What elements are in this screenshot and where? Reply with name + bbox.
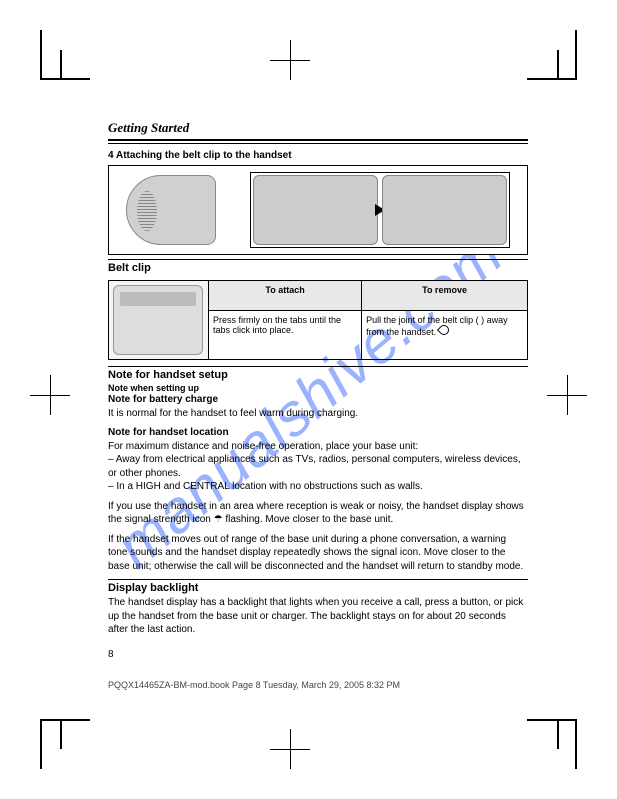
page-content: Getting Started 4 Attaching the belt cli… xyxy=(108,120,528,690)
hook-icon xyxy=(437,323,451,337)
detail-right-icon xyxy=(382,175,507,245)
keypad-icon xyxy=(113,285,203,355)
keypad-cell xyxy=(109,281,209,360)
beltclip-subhead: Belt clip xyxy=(108,262,528,274)
col-attach-header: To attach xyxy=(209,281,362,311)
col-remove-header: To remove xyxy=(362,281,528,311)
bullet-0: Away from electrical appliances such as … xyxy=(108,454,521,479)
note-body-charge: It is normal for the handset to feel war… xyxy=(108,408,358,419)
note-label: Note when setting up xyxy=(108,383,528,393)
remove-text: Pull the joint of the belt clip ( ) away… xyxy=(366,315,508,337)
bullet-1: In a HIGH and CENTRAL location with no o… xyxy=(116,481,422,492)
antenna-icon: ☂ xyxy=(214,514,223,525)
detail-frame xyxy=(250,172,510,248)
range-tail: flashing. Move closer to the base unit. xyxy=(225,514,393,525)
backlight-body: The handset display has a backlight that… xyxy=(108,596,528,637)
section-header: Getting Started xyxy=(108,120,528,136)
range-body-2: If the handset moves out of range of the… xyxy=(108,533,528,574)
detail-left-icon xyxy=(253,175,378,245)
note-body-location: For maximum distance and noise-free oper… xyxy=(108,441,418,452)
handset-shape-icon xyxy=(126,175,216,245)
belt-clip-figure xyxy=(108,165,528,255)
note-handset-title: Note for handset setup xyxy=(108,369,528,381)
backlight-title: Display backlight xyxy=(108,582,528,594)
remove-cell: Pull the joint of the belt clip ( ) away… xyxy=(362,311,528,360)
attach-cell: Press firmly on the tabs until the tabs … xyxy=(209,311,362,360)
step4-title: 4 Attaching the belt clip to the handset xyxy=(108,150,528,161)
note-sub-charge: Note for battery charge xyxy=(108,394,218,405)
beltclip-table: To attach To remove Press firmly on the … xyxy=(108,280,528,360)
page-number: 8 xyxy=(108,649,528,660)
note-sub-location: Note for handset location xyxy=(108,427,229,438)
footer-line: PQQX14465ZA-BM-mod.book Page 8 Tuesday, … xyxy=(108,680,528,690)
